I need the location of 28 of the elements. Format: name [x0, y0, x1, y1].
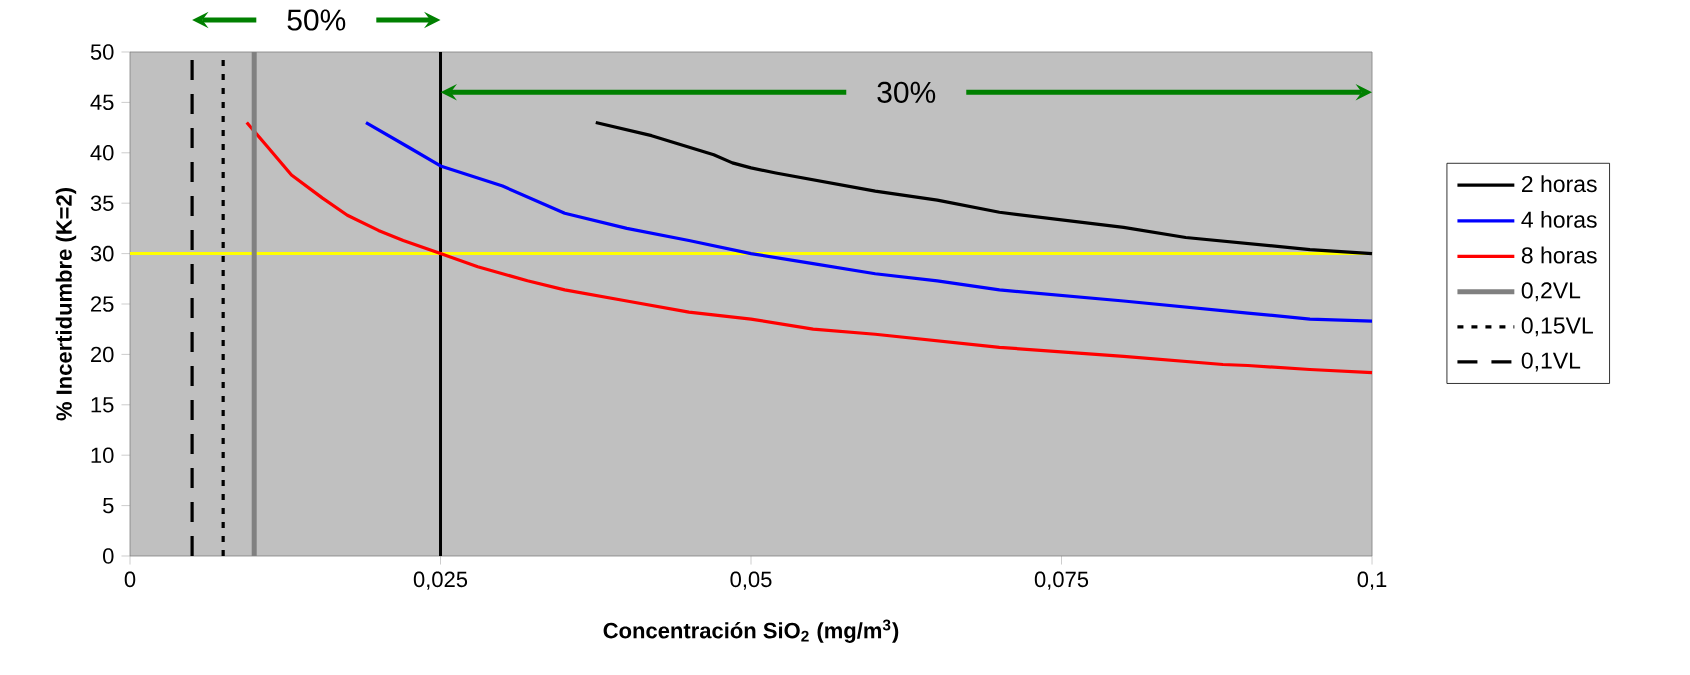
- legend-label: 8 horas: [1521, 246, 1597, 264]
- y-tick-label: 35: [90, 195, 114, 211]
- x-tick-label: 0,1: [1357, 571, 1387, 590]
- x-axis-title: Concentración SiO$_{2}$ (mg/m$^{3}$): [603, 619, 899, 643]
- y-tick-label: 5: [103, 497, 114, 514]
- text: 50%: [287, 9, 346, 31]
- legend-label: 4 horas: [1521, 210, 1597, 228]
- y-tick-label: 40: [90, 145, 114, 161]
- legend-label: 2 horas: [1522, 175, 1597, 193]
- y-tick-label: 20: [91, 346, 114, 363]
- x-tick-label: 0,05: [730, 571, 772, 590]
- y-tick-label: 30: [90, 245, 114, 262]
- y-tick-label: 15: [91, 397, 114, 413]
- y-tick-label: 10: [91, 447, 114, 463]
- y-axis-title: % Incertidumbre (K=2): [55, 188, 77, 421]
- line-series: [245, 120, 1374, 375]
- annotation: 30%: [877, 81, 936, 103]
- y-tick-label: 25: [91, 296, 114, 312]
- x-tick-label: 0: [124, 571, 136, 588]
- y-tick-label: 50: [90, 44, 114, 60]
- line-series: [364, 120, 1374, 323]
- legend-label: 0,15VL: [1521, 317, 1593, 337]
- legend-label: 0,1VL: [1521, 352, 1581, 372]
- x-tick-label: 0,025: [413, 571, 468, 590]
- y-tick-label: 0: [103, 548, 114, 564]
- y-tick-label: 45: [90, 94, 114, 111]
- legend-label: 0,2VL: [1521, 282, 1581, 302]
- x-tick-label: 0,075: [1034, 571, 1089, 590]
